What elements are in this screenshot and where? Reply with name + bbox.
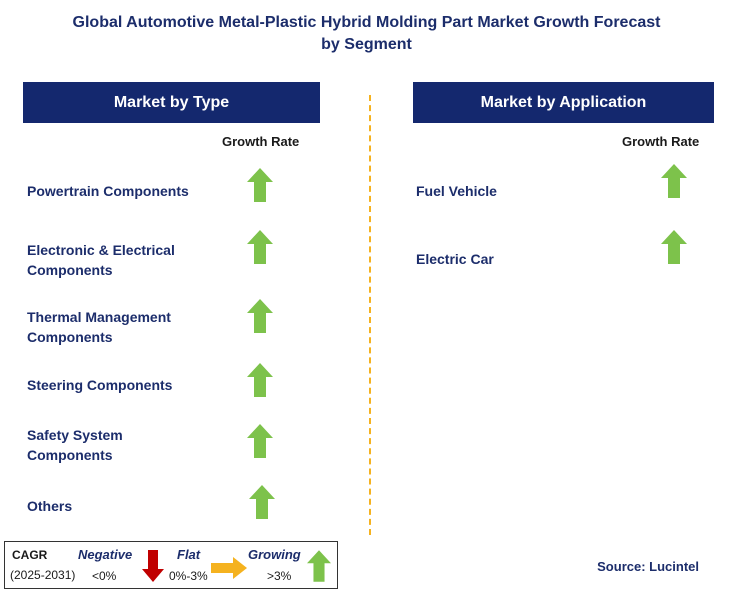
page-title: Global Automotive Metal-Plastic Hybrid M… [0, 12, 733, 56]
application-item-fuel-vehicle: Fuel Vehicle [416, 181, 497, 201]
legend-negative-label: Negative [78, 547, 133, 562]
type-item-label-line2: Components [27, 329, 113, 345]
type-item-label: Powertrain Components [27, 183, 189, 199]
application-item-label: Electric Car [416, 251, 494, 267]
green-up-arrow-icon [661, 230, 687, 264]
legend-flat-label: Flat [177, 547, 201, 562]
legend-cagr-label: CAGR [12, 548, 48, 562]
application-item-label: Fuel Vehicle [416, 183, 497, 199]
application-panel-header: Market by Application [413, 82, 714, 123]
type-item-powertrain: Powertrain Components [27, 181, 189, 201]
source-label: Source: Lucintel [597, 559, 699, 574]
legend-growing-range: >3% [267, 569, 292, 583]
green-up-arrow-icon [307, 550, 331, 582]
cagr-legend: CAGR (2025-2031) Negative <0% Flat 0%-3%… [4, 541, 338, 589]
legend-flat-range: 0%-3% [169, 569, 208, 583]
red-down-arrow-icon [142, 550, 164, 582]
type-item-label: Safety System [27, 427, 123, 443]
type-item-label-line2: Components [27, 447, 113, 463]
green-up-arrow-icon [247, 168, 273, 202]
green-up-arrow-icon [661, 164, 687, 198]
green-up-arrow-icon [249, 485, 275, 519]
type-item-label-line2: Components [27, 262, 113, 278]
title-line-2: by Segment [321, 36, 412, 53]
green-up-arrow-icon [247, 299, 273, 333]
type-item-electronic: Electronic & Electrical Components [27, 240, 175, 280]
type-item-label: Steering Components [27, 377, 173, 393]
type-item-safety: Safety System Components [27, 425, 123, 465]
type-growth-rate-label: Growth Rate [222, 134, 300, 149]
type-item-thermal: Thermal Management Components [27, 307, 171, 347]
legend-negative-range: <0% [92, 569, 117, 583]
application-item-electric-car: Electric Car [416, 249, 494, 269]
type-panel-header: Market by Type [23, 82, 320, 123]
application-growth-rate-label: Growth Rate [622, 134, 700, 149]
type-item-label: Others [27, 498, 73, 514]
yellow-right-arrow-icon [211, 557, 247, 579]
type-item-steering: Steering Components [27, 375, 172, 395]
green-up-arrow-icon [247, 363, 273, 397]
green-up-arrow-icon [247, 424, 273, 458]
panel-divider [369, 95, 371, 535]
title-line-1: Global Automotive Metal-Plastic Hybrid M… [72, 14, 661, 31]
type-item-others: Others [27, 496, 72, 516]
type-item-label: Thermal Management [27, 309, 171, 325]
type-item-label: Electronic & Electrical [27, 242, 175, 258]
legend-years-label: (2025-2031) [10, 568, 76, 582]
green-up-arrow-icon [247, 230, 273, 264]
legend-growing-label: Growing [248, 547, 301, 562]
